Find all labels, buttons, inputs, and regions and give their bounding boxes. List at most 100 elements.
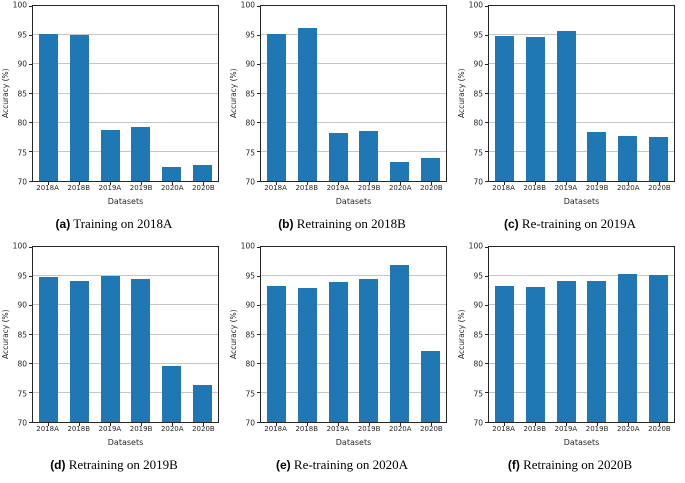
y-tick-label: 90 (245, 59, 255, 69)
gridline (489, 362, 674, 364)
gridline (33, 304, 218, 306)
gridline (33, 333, 218, 335)
x-tick-mark (535, 423, 537, 426)
bar-2019A (100, 130, 120, 181)
bar-2018A (266, 285, 286, 422)
gridline (489, 92, 674, 94)
x-tick-label: 2020B (648, 184, 671, 192)
x-tick-label: 2019B (357, 425, 381, 433)
bar-2020B (649, 136, 669, 181)
bar-2018A (38, 276, 58, 422)
y-tick-label: 90 (17, 300, 27, 310)
y-tick-label: 90 (17, 59, 27, 69)
caption: (a) Training on 2018A (0, 208, 228, 241)
y-tick-mark (29, 93, 32, 94)
bar-2020A (618, 136, 638, 181)
bar-2019B (587, 132, 607, 181)
y-tick-label: 75 (245, 388, 255, 398)
plot-area (257, 5, 447, 185)
x-tick-mark (171, 423, 173, 426)
bar-2018A (38, 34, 58, 181)
bar-2018A (494, 285, 514, 422)
y-tick-label: 80 (245, 359, 255, 369)
bar-2019A (328, 282, 348, 422)
y-tick-label: 100 (240, 241, 255, 251)
y-tick-mark (485, 363, 488, 365)
gridline (33, 92, 218, 94)
x-axis-ticks: 2018A 2018B 2019A 2019B 2020A 2020B (32, 182, 219, 195)
x-tick-mark (535, 182, 537, 185)
y-tick-label: 75 (473, 147, 483, 157)
x-tick-mark (307, 182, 309, 185)
x-tick-label: 2018B (67, 425, 91, 433)
y-tick-label: 80 (17, 118, 27, 128)
x-axis-label: Datasets (107, 438, 144, 447)
bar-2018B (525, 36, 545, 181)
y-tick-mark (29, 334, 32, 335)
x-tick-mark (430, 182, 432, 185)
x-tick-mark (627, 423, 629, 426)
x-tick-label: 2019B (585, 425, 609, 433)
x-tick-label: 2019A (326, 425, 350, 433)
gridline (261, 362, 446, 364)
caption-text: Retraining on 2018B (293, 216, 406, 231)
y-tick-label: 70 (473, 418, 483, 428)
caption: (d) Retraining on 2019B (0, 449, 228, 482)
bar-2019B (359, 278, 379, 422)
x-axis-label: Datasets (563, 197, 600, 206)
y-axis-label: Accuracy (%) (457, 309, 466, 360)
y-tick-mark (485, 151, 488, 153)
gridline (261, 275, 446, 277)
gridline (489, 391, 674, 393)
x-axis-label: Datasets (335, 197, 372, 206)
y-tick-label: 100 (12, 0, 27, 10)
x-tick-label: 2019A (98, 425, 122, 433)
y-tick-label: 95 (245, 270, 255, 280)
x-axis-ticks: 2018A 2018B 2019A 2019B 2020A 2020B (32, 423, 219, 436)
bar-2018B (297, 27, 317, 181)
x-tick-mark (276, 423, 278, 426)
y-tick-mark (485, 180, 488, 182)
x-tick-label: 2018B (523, 184, 547, 192)
gridline (489, 150, 674, 152)
x-axis-label: Datasets (107, 197, 144, 206)
x-tick-label: 2020B (420, 425, 443, 433)
gridline (489, 275, 674, 277)
caption: (f) Retraining on 2020B (456, 449, 684, 482)
y-axis-ticks: 100 95 90 85 80 75 70 (467, 242, 488, 426)
x-tick-label: 2019A (554, 425, 578, 433)
bar-2020B (421, 157, 441, 181)
x-tick-label: 2019B (357, 184, 381, 192)
x-tick-mark (307, 423, 309, 426)
y-tick-label: 80 (17, 359, 27, 369)
y-tick-label: 100 (12, 241, 27, 251)
x-tick-mark (430, 423, 432, 426)
y-tick-label: 90 (473, 59, 483, 69)
x-tick-label: 2020B (192, 425, 215, 433)
y-tick-mark (29, 363, 32, 365)
x-tick-label: 2018A (36, 184, 59, 192)
gridline (33, 63, 218, 65)
y-tick-mark (485, 334, 488, 335)
x-tick-label: 2018A (264, 425, 287, 433)
x-tick-mark (171, 182, 173, 185)
y-tick-mark (257, 392, 260, 394)
x-tick-mark (79, 423, 81, 426)
gridline (261, 304, 446, 306)
y-tick-mark (29, 392, 32, 394)
x-tick-label: 2020B (420, 184, 443, 192)
caption-label: (c) (503, 217, 519, 231)
y-tick-label: 95 (17, 270, 27, 280)
x-tick-mark (658, 182, 660, 185)
panel-f: Accuracy (%) 100 95 90 85 80 75 70 2018A 2018B 2… (456, 241, 684, 482)
x-tick-mark (48, 182, 50, 185)
caption-label: (b) (278, 217, 294, 231)
y-tick-label: 85 (473, 329, 483, 339)
caption-text: Re-training on 2019A (518, 216, 636, 231)
x-axis-ticks: 2018A 2018B 2019A 2019B 2020A 2020B (488, 423, 675, 436)
bar-2019A (100, 275, 120, 422)
y-tick-label: 75 (17, 147, 27, 157)
x-tick-mark (368, 182, 370, 185)
x-tick-mark (566, 182, 568, 185)
